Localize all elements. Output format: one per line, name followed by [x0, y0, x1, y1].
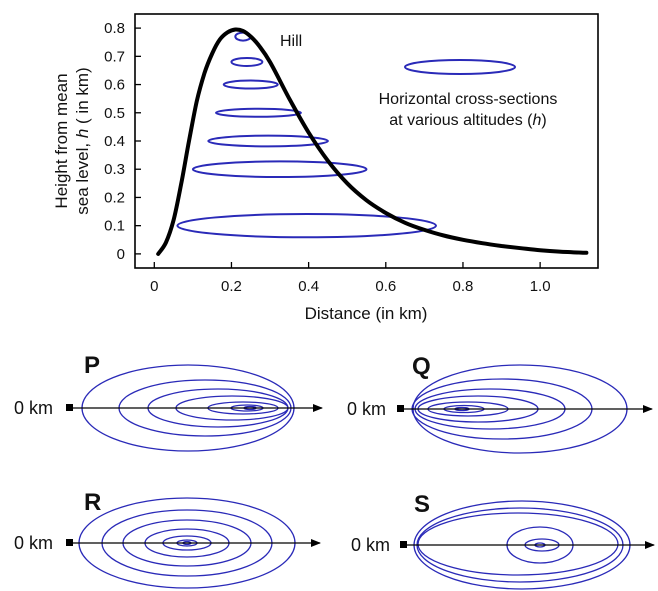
origin-marker [66, 404, 73, 411]
option-s-letter: S [414, 491, 430, 518]
y-axis-title-symbol: h [73, 129, 92, 138]
x-axis-title: Distance (in km) [305, 304, 428, 323]
option-r: R 0 km [14, 489, 321, 589]
y-axis-title-line2: sea level, h ( in km) [73, 67, 92, 214]
y-axis-title-line1: Height from mean [52, 73, 71, 208]
hill-curve [156, 27, 589, 256]
origin-marker [66, 539, 73, 546]
y-axis-title: Height from mean sea level, h ( in km) [52, 67, 92, 214]
origin-label: 0 km [14, 398, 53, 418]
option-q-letter: Q [412, 353, 431, 380]
origin-label: 0 km [351, 535, 390, 555]
x-axis-ticks: 0 0.2 0.4 0.6 0.8 1.0 [150, 262, 551, 295]
x-tick-label: 0.4 [298, 278, 319, 295]
legend-text-line1: Horizontal cross-sections [379, 91, 558, 108]
cross-section-ellipse [230, 56, 264, 67]
contour-ellipse [417, 512, 619, 576]
legend-text-line2: at various altitudes (h) [389, 112, 546, 129]
y-tick-label: 0.7 [104, 48, 125, 65]
y-tick-label: 0 [117, 246, 125, 263]
hill-label: Hill [280, 33, 302, 50]
y-tick-label: 0.1 [104, 218, 125, 235]
origin-marker [397, 405, 404, 412]
x-tick-label: 0.2 [221, 278, 242, 295]
y-tick-label: 0.5 [104, 105, 125, 122]
legend-ellipse-icon [404, 59, 516, 75]
origin-label: 0 km [14, 533, 53, 553]
plot-frame [134, 13, 599, 269]
x-tick-label: 1.0 [530, 278, 551, 295]
cross-section-ellipse [191, 160, 368, 179]
option-p-letter: P [84, 352, 100, 379]
option-r-letter: R [84, 489, 101, 516]
x-tick-label: 0.8 [453, 278, 474, 295]
legend-text-suffix: ) [541, 112, 546, 129]
option-p: P 0 km [14, 352, 323, 452]
x-tick-label: 0 [150, 278, 158, 295]
y-axis-title-suffix: ( in km) [73, 67, 92, 128]
cross-section-ellipse [215, 107, 302, 118]
option-s: S 0 km [351, 491, 655, 590]
legend-text: Horizontal cross-sections at various alti… [379, 91, 558, 129]
hill-profile-chart: 0 0.2 0.4 0.6 0.8 1.0 00.10.20.30.40.50.60.70… [52, 13, 599, 323]
origin-label: 0 km [347, 399, 386, 419]
y-tick-label: 0.3 [104, 161, 125, 178]
y-tick-label: 0.8 [104, 20, 125, 37]
origin-marker [400, 541, 407, 548]
cross-section-ellipse [207, 134, 329, 148]
option-q: Q 0 km [347, 353, 653, 454]
cross-section-ellipse [176, 213, 437, 239]
cross-section-ellipses [176, 31, 437, 239]
y-tick-label: 0.6 [104, 77, 125, 94]
legend-text-prefix: at various altitudes ( [389, 112, 533, 129]
y-axis-title-prefix: sea level, [73, 138, 92, 215]
legend-text-symbol: h [532, 112, 541, 129]
cross-section-ellipse [222, 79, 279, 90]
y-tick-label: 0.4 [104, 133, 125, 150]
x-tick-label: 0.6 [375, 278, 396, 295]
y-axis-ticks: 0 0.1 0.2 0.3 0.4 0.5 0.6 0.7 0.8 [104, 20, 141, 263]
y-tick-label: 0.2 [104, 189, 125, 206]
